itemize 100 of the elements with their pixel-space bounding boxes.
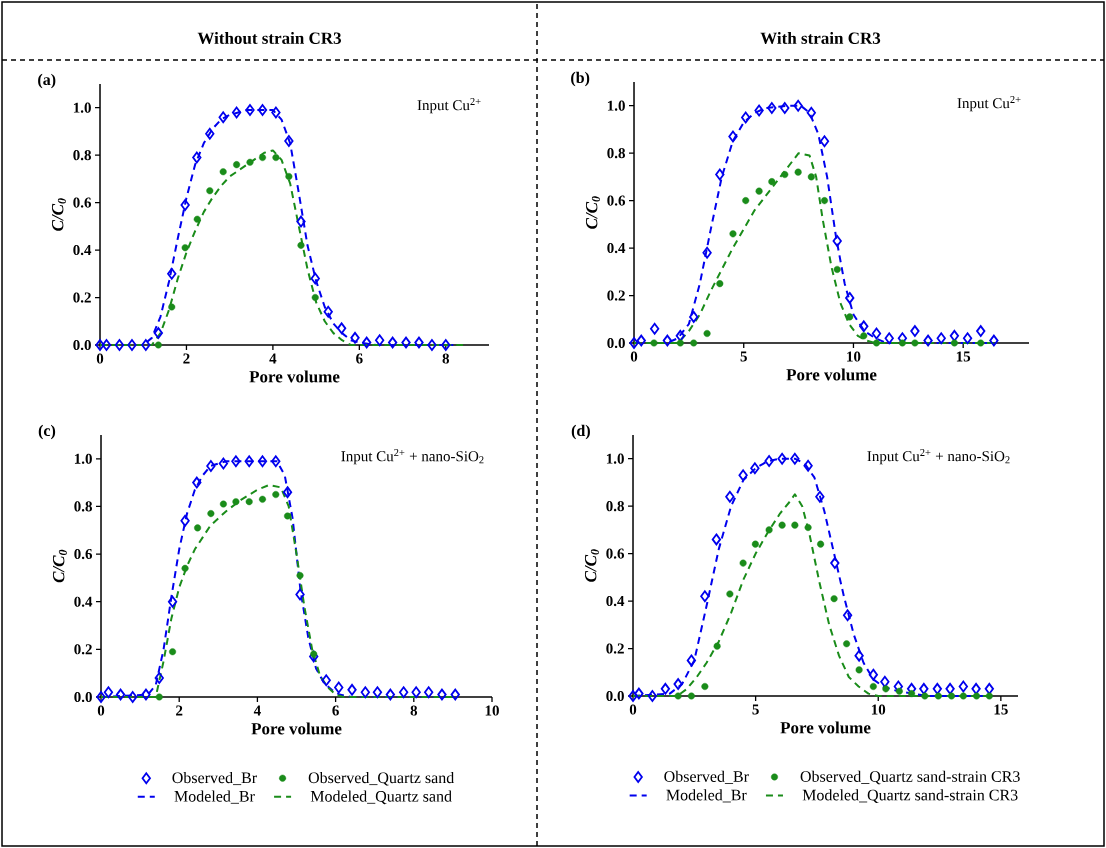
- point: [245, 498, 253, 506]
- point: [984, 682, 994, 695]
- x-axis-title: Pore volume: [251, 722, 342, 735]
- y-tick-label: 0.6: [74, 548, 93, 560]
- y-tick-label: 0.0: [73, 339, 91, 351]
- point: [778, 521, 786, 529]
- point: [231, 106, 242, 119]
- point: [192, 151, 202, 164]
- point: [673, 678, 683, 691]
- x-tick-label: 5: [740, 351, 747, 362]
- point: [919, 682, 929, 695]
- point: [873, 339, 880, 347]
- y-tick-label: 0.4: [606, 595, 625, 607]
- y-tick-label: 0.2: [73, 292, 91, 303]
- point: [375, 334, 385, 347]
- point: [284, 512, 292, 520]
- point: [650, 339, 658, 347]
- point: [285, 173, 293, 181]
- point: [898, 339, 906, 347]
- point: [219, 168, 227, 176]
- point: [842, 609, 853, 622]
- x-tick-label: 2: [183, 353, 190, 364]
- point: [259, 154, 267, 162]
- x-axis-title: Pore volume: [249, 370, 340, 383]
- x-tick-label: 8: [442, 353, 450, 364]
- point: [843, 640, 851, 648]
- point: [768, 178, 776, 186]
- point: [297, 241, 305, 249]
- y-tick-label: 0.0: [607, 337, 625, 349]
- point: [193, 215, 201, 223]
- point: [750, 462, 760, 475]
- point: [911, 339, 919, 347]
- point: [777, 452, 787, 465]
- point: [845, 292, 855, 304]
- chart-title: Without strain CR3: [197, 31, 341, 45]
- point: [372, 686, 383, 699]
- point: [806, 106, 816, 119]
- point: [793, 99, 803, 112]
- chart-title: With strain CR3: [760, 31, 881, 45]
- point: [180, 514, 190, 527]
- point: [729, 230, 737, 238]
- point: [205, 127, 215, 140]
- text: (a): [38, 73, 56, 89]
- point: [244, 455, 254, 468]
- point: [817, 540, 825, 548]
- x-tick-label: 0: [97, 705, 105, 716]
- point: [767, 102, 777, 114]
- point: [424, 686, 434, 699]
- point: [450, 688, 460, 701]
- x-tick-label: 15: [956, 351, 971, 362]
- point: [948, 692, 956, 700]
- point: [781, 171, 789, 179]
- point: [910, 325, 920, 338]
- point: [687, 692, 695, 700]
- legend-label: Modeled_Quartz sand-strain CR3: [802, 789, 1018, 803]
- text: (d): [571, 424, 590, 440]
- y-axis-title: C/C$_{0}$: [51, 198, 66, 231]
- point: [989, 334, 999, 347]
- point: [780, 102, 790, 114]
- point: [321, 674, 331, 687]
- point: [700, 590, 710, 603]
- point: [169, 648, 177, 656]
- point: [701, 682, 709, 690]
- point: [830, 595, 838, 603]
- point: [636, 334, 646, 347]
- point: [647, 690, 658, 702]
- y-tick-label: 1.0: [606, 453, 624, 464]
- point: [675, 329, 685, 342]
- point: [649, 322, 660, 335]
- point: [385, 688, 395, 701]
- point: [296, 572, 304, 580]
- y-tick-label: 0.8: [74, 501, 92, 512]
- point: [311, 294, 319, 302]
- y-tick-label: 0.8: [73, 150, 91, 161]
- legend-label: Modeled_Quartz sand: [310, 790, 452, 805]
- point: [971, 682, 981, 695]
- point: [114, 339, 125, 351]
- point: [830, 557, 840, 570]
- point: [323, 305, 333, 318]
- point: [192, 476, 202, 489]
- point: [141, 688, 151, 701]
- point: [128, 691, 138, 703]
- point: [859, 320, 869, 333]
- point: [882, 685, 890, 693]
- point: [127, 339, 137, 351]
- point: [628, 690, 638, 702]
- point: [726, 590, 734, 598]
- x-tick-label: 15: [994, 704, 1008, 715]
- point: [934, 692, 942, 700]
- x-tick-label: 0: [96, 353, 104, 364]
- x-tick-label: 4: [269, 353, 277, 364]
- point: [908, 690, 916, 698]
- annotation: Input Cu$^{2+}$: [417, 97, 481, 114]
- point: [245, 104, 255, 116]
- point: [115, 688, 126, 701]
- point: [101, 339, 112, 351]
- x-tick-label: 10: [871, 704, 886, 715]
- point: [271, 106, 281, 119]
- legend-label: Observed_Br: [172, 771, 257, 786]
- y-tick-label: 0.4: [73, 244, 92, 256]
